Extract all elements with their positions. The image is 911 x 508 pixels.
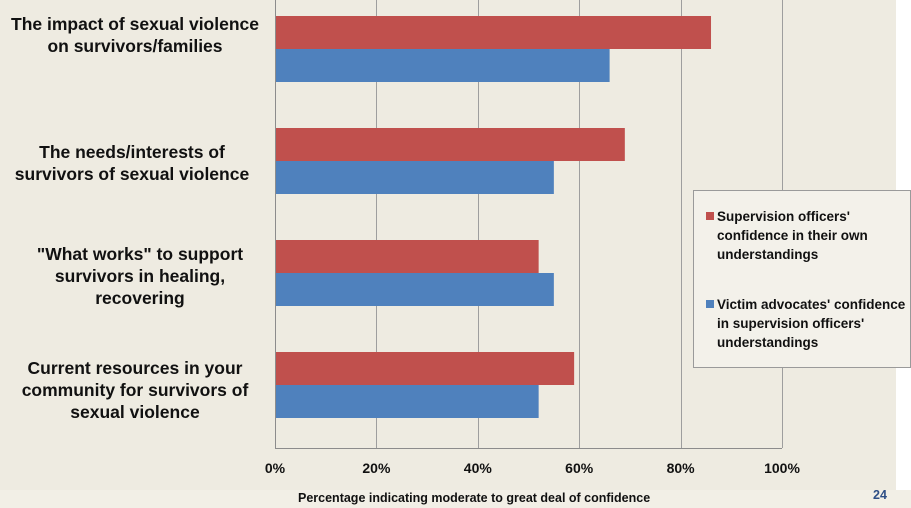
bar-supervision-1 — [276, 128, 625, 161]
category-label-needs: The needs/interests of survivors of sexu… — [14, 142, 250, 184]
category-label-what-works: "What works" to support survivors in hea… — [36, 244, 244, 308]
bar-advocates-1 — [276, 161, 554, 194]
legend-item-advocates: Victim advocates' confidence in supervis… — [706, 295, 906, 352]
slide-footer-band — [0, 490, 911, 508]
x-tick-label: 80% — [667, 460, 696, 476]
legend-swatch-blue — [706, 300, 714, 308]
page-number: 24 — [873, 488, 887, 502]
legend-item-supervision: Supervision officers' confidence in thei… — [706, 207, 906, 264]
bar-supervision-2 — [276, 240, 539, 273]
x-tick-label: 100% — [764, 460, 800, 476]
legend-swatch-red — [706, 212, 714, 220]
bar-advocates-0 — [276, 49, 610, 82]
bar-advocates-2 — [276, 273, 554, 306]
bar-supervision-0 — [276, 16, 712, 49]
category-label-resources: Current resources in your community for … — [21, 358, 249, 422]
x-tick-label: 20% — [362, 460, 391, 476]
x-tick-label: 0% — [265, 460, 286, 476]
legend-label-advocates: Victim advocates' confidence in supervis… — [717, 297, 906, 350]
category-label-impact: The impact of sexual violence on survivo… — [11, 14, 259, 56]
bar-advocates-3 — [276, 385, 539, 418]
x-tick-label: 60% — [565, 460, 594, 476]
bar-supervision-3 — [276, 352, 575, 385]
x-tick-labels: 0% 20% 40% 60% 80% 100% — [265, 460, 801, 476]
bars — [276, 16, 712, 418]
x-tick-label: 40% — [464, 460, 493, 476]
legend: Supervision officers' confidence in thei… — [693, 190, 911, 368]
legend-label-supervision: Supervision officers' confidence in thei… — [717, 209, 868, 262]
